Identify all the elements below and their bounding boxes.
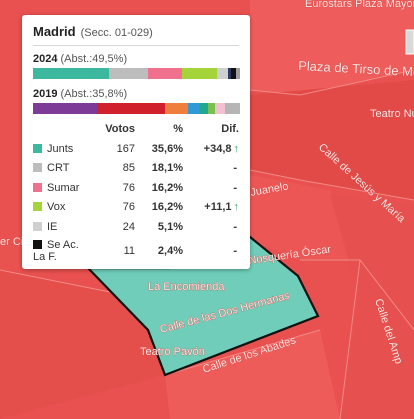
pct-cell: 18,1% [151, 162, 183, 175]
pct-cell: 5,1% [157, 220, 183, 233]
bar-segment [231, 68, 237, 79]
dif-value: +11,1 [204, 201, 232, 214]
party-row: Se Ac. La F. 11 2,4% - [33, 237, 239, 265]
map-section[interactable] [0, 240, 22, 270]
dif-cell: - [183, 237, 239, 265]
bar-segment [108, 68, 148, 79]
map-section[interactable] [330, 195, 414, 419]
street-label: Teatro Nue [370, 108, 414, 120]
street-label: La Encomienda [148, 281, 225, 293]
trend-up-icon: ↑ [233, 142, 240, 155]
results-bar-2019 [33, 103, 240, 114]
col-dif: Dif. [221, 123, 239, 135]
party-swatch [33, 182, 42, 192]
bar-segment [165, 103, 189, 114]
party-swatch [33, 239, 42, 249]
party-swatch [33, 202, 42, 212]
bar-segment [147, 68, 183, 79]
col-votes: Votos [105, 123, 135, 135]
street-label: Eurostars Plaza Mayor [305, 0, 414, 10]
results-table: Votos % Dif. Junts 167 35,6% +34,8 ↑ CRT 85 18,… [33, 123, 239, 265]
col-party [33, 123, 89, 139]
popup-header: Madrid (Secc. 01-029) [33, 24, 239, 46]
dif-value: - [233, 181, 237, 194]
bar-segment [215, 103, 226, 114]
map-section[interactable] [250, 80, 414, 200]
dif-value: - [233, 162, 237, 175]
party-name: Se Ac. La F. [33, 238, 79, 263]
party-swatch [33, 163, 42, 173]
dif-value: +34,8 [203, 142, 232, 155]
votes-cell: 76 [122, 201, 135, 214]
municipality-name: Madrid [33, 24, 76, 39]
abstention-label: (Abst.:35,8%) [60, 88, 128, 100]
party-row: CRT 85 18,1% - [33, 159, 239, 179]
pct-cell: 35,6% [151, 142, 183, 155]
votes-cell: 76 [122, 181, 135, 194]
party-row: IE 24 5,1% - [33, 217, 239, 237]
year-2024-header: 2024 (Abst.:49,5%) [33, 53, 239, 65]
bar-segment [236, 68, 240, 79]
party-cell: IE [33, 217, 89, 237]
pct-cell: 16,2% [151, 181, 183, 194]
party-name: IE [47, 220, 58, 233]
dif-cell: - [183, 159, 239, 179]
street-label: Teatro Pavón [140, 346, 205, 358]
party-row: Junts 167 35,6% +34,8 ↑ [33, 139, 239, 159]
bar-segment [182, 68, 217, 79]
party-cell: Vox [33, 198, 89, 218]
party-cell: Junts [33, 139, 89, 159]
year-2019-header: 2019 (Abst.:35,8%) [33, 88, 239, 100]
bar-segment [207, 103, 216, 114]
bar-segment [188, 103, 199, 114]
party-row: Vox 76 16,2% +11,1 ↑ [33, 198, 239, 218]
bar-segment [198, 103, 208, 114]
party-name: Vox [47, 201, 66, 214]
votes-cell: 167 [116, 142, 135, 155]
pct-cell: 2,4% [157, 244, 183, 257]
party-swatch [33, 221, 42, 231]
results-bar-2024 [33, 68, 240, 79]
bar-segment [97, 103, 166, 114]
party-cell: Sumar [33, 178, 89, 198]
map-section[interactable] [165, 330, 340, 419]
bar-segment [33, 68, 109, 79]
dif-cell: +11,1 ↑ [183, 198, 239, 218]
results-table-header: Votos % Dif. [33, 123, 239, 139]
trend-up-icon: ↑ [233, 201, 240, 214]
section-results-popup: Madrid (Secc. 01-029) 2024 (Abst.:49,5%)… [22, 15, 250, 269]
party-row: Sumar 76 16,2% - [33, 178, 239, 198]
bar-segment [227, 68, 231, 79]
dif-cell: - [183, 217, 239, 237]
party-cell: Se Ac. La F. [33, 237, 89, 265]
col-pct: % [173, 123, 183, 135]
year-label: 2019 [33, 88, 58, 100]
bar-segment [33, 103, 98, 114]
map-poi-icon[interactable] [405, 29, 414, 55]
votes-cell: 24 [122, 220, 135, 233]
party-name: Sumar [47, 181, 80, 194]
party-name: Junts [47, 142, 74, 155]
dif-cell: - [183, 178, 239, 198]
year-label: 2024 [33, 53, 58, 65]
dif-cell: +34,8 ↑ [183, 139, 239, 159]
abstention-label: (Abst.:49,5%) [60, 53, 128, 65]
pct-cell: 16,2% [151, 201, 183, 214]
section-code: (Secc. 01-029) [80, 27, 153, 39]
bar-segment [225, 103, 240, 114]
party-name: CRT [47, 162, 70, 175]
dif-value: - [233, 244, 237, 257]
votes-cell: 11 [123, 244, 135, 257]
party-cell: CRT [33, 159, 89, 179]
party-swatch [33, 143, 42, 153]
bar-segment [216, 68, 228, 79]
map-section[interactable] [250, 0, 414, 95]
map-section[interactable] [0, 270, 165, 419]
dif-value: - [233, 220, 237, 233]
votes-cell: 85 [122, 162, 135, 175]
